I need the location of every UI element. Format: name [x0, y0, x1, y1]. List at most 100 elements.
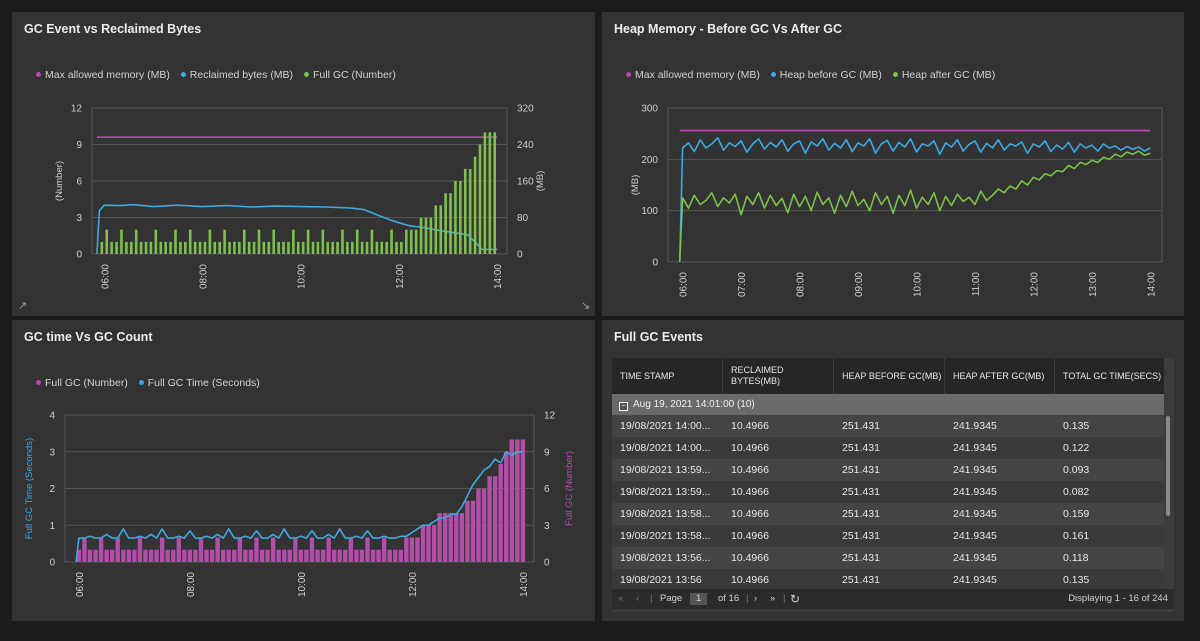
panel-title: GC Event vs Reclaimed Bytes [24, 22, 202, 36]
scrollbar-thumb[interactable] [1166, 416, 1170, 516]
bar [193, 549, 198, 562]
bar [134, 229, 138, 254]
table-row[interactable]: 19/08/2021 13:56 10.4966 251.431 241.9345 0.… [612, 569, 1164, 591]
y2-tick-label: 9 [544, 447, 550, 458]
legend-dot [626, 71, 631, 77]
bar [509, 439, 514, 562]
bar [137, 537, 143, 562]
legend-max-memory[interactable]: Max allowed memory (MB) [36, 69, 170, 81]
bar [213, 241, 217, 254]
bar [346, 241, 349, 254]
bar [454, 181, 457, 254]
column-header-reclaimed[interactable]: RECLAIMED BYTES(MB) [723, 358, 834, 394]
legend-reclaimed-bytes[interactable]: Reclaimed bytes (MB) [180, 69, 293, 81]
cell-timestamp: 19/08/2021 14:00... [620, 420, 711, 432]
bar [276, 549, 281, 562]
bar [337, 549, 342, 562]
x-tick-label: 12:00 [395, 264, 406, 289]
series-line [678, 150, 1151, 263]
cell-gc-time: 0.161 [1063, 530, 1090, 542]
column-header-heap-after[interactable]: HEAP AFTER GC(MB) [945, 358, 1055, 394]
table-row[interactable]: 19/08/2021 13:58... 10.4966 251.431 241.934… [612, 503, 1164, 525]
table-row[interactable]: 19/08/2021 13:59... 10.4966 251.431 241.934… [612, 459, 1164, 481]
x-tick-label: 08:00 [199, 264, 210, 289]
y-axis-label: Full GC Time (Seconds) [24, 438, 35, 539]
page-number-input[interactable]: 1 [690, 593, 708, 605]
x-tick-label: 06:00 [100, 264, 111, 289]
legend-full-gc[interactable]: Full GC (Number) [303, 69, 396, 81]
bar [365, 241, 369, 254]
first-page-icon[interactable]: « [618, 593, 624, 604]
bar [370, 549, 376, 562]
x-tick-label: 12:00 [1029, 272, 1040, 297]
legend-heap-before[interactable]: Heap before GC (MB) [770, 69, 882, 81]
bar [424, 217, 428, 254]
bar [321, 229, 325, 254]
refresh-icon[interactable]: ↻ [790, 592, 801, 606]
cell-heap-before: 251.431 [842, 574, 880, 586]
bar [348, 537, 354, 562]
y-tick-label: 3 [76, 213, 82, 224]
series-line [75, 451, 523, 563]
bar [442, 513, 448, 562]
scrollbar[interactable] [1164, 394, 1174, 612]
bar [365, 537, 370, 562]
table-row[interactable]: 19/08/2021 14:00... 10.4966 251.431 241.934… [612, 437, 1164, 459]
legend-full-gc[interactable]: Full GC (Number) [36, 377, 128, 389]
cell-heap-before: 251.431 [842, 508, 880, 520]
bar [360, 241, 364, 254]
table-row[interactable]: 19/08/2021 13:59... 10.4966 251.431 241.934… [612, 481, 1164, 503]
bar [301, 241, 305, 254]
legend-heap-after[interactable]: Heap after GC (MB) [892, 69, 995, 81]
cell-gc-time: 0.135 [1063, 574, 1090, 586]
last-page-icon[interactable]: » [770, 593, 776, 604]
y-axis-label: (MB) [630, 175, 641, 196]
legend-full-gc-time[interactable]: Full GC Time (Seconds) [138, 377, 260, 389]
chart-legend: Max allowed memory (MB) Heap before GC (… [626, 69, 1003, 81]
shrink-icon[interactable]: ↘ [581, 300, 591, 312]
y-tick-label: 12 [71, 104, 83, 115]
bar [439, 205, 442, 254]
bar [483, 132, 487, 254]
prev-page-icon[interactable]: ‹ [636, 593, 640, 604]
bar [293, 537, 298, 562]
y2-tick-label: 80 [517, 213, 529, 224]
bar [478, 144, 482, 254]
bar [355, 229, 359, 254]
bar [125, 241, 128, 254]
next-page-icon[interactable]: › [754, 593, 758, 604]
column-header-heap-before[interactable]: HEAP BEFORE GC(MB) [834, 358, 945, 394]
cell-gc-time: 0.159 [1063, 508, 1090, 520]
group-row[interactable]: − Aug 19, 2021 14:01:00 (10) [612, 394, 1164, 415]
cell-heap-after: 241.9345 [953, 508, 997, 520]
bar [375, 241, 379, 254]
y-tick-label: 9 [76, 140, 82, 151]
bar [176, 537, 181, 562]
bar [105, 229, 109, 254]
bar [350, 241, 354, 254]
table-row[interactable]: 19/08/2021 13:56... 10.4966 251.431 241.934… [612, 547, 1164, 569]
column-header-gc-time[interactable]: TOTAL GC TIME(SECS) [1063, 370, 1162, 381]
bar [193, 241, 197, 254]
collapse-icon[interactable]: − [619, 402, 628, 411]
bar [282, 241, 285, 254]
table-row[interactable]: 19/08/2021 14:00... 10.4966 251.431 241.934… [612, 415, 1164, 437]
chart-legend: Full GC (Number) Full GC Time (Seconds) [36, 377, 268, 389]
panel-title: GC time Vs GC Count [24, 330, 153, 344]
expand-icon[interactable]: ↗ [18, 300, 28, 312]
cell-gc-time: 0.118 [1063, 552, 1089, 564]
bar [126, 549, 132, 562]
bar [326, 241, 330, 254]
bar [306, 229, 310, 254]
legend-max-memory[interactable]: Max allowed memory (MB) [626, 69, 760, 81]
column-header-timestamp[interactable]: TIME STAMP [612, 358, 723, 394]
bar [316, 241, 320, 254]
legend-dot [36, 379, 41, 385]
table-row[interactable]: 19/08/2021 13:58... 10.4966 251.431 241.934… [612, 525, 1164, 547]
cell-reclaimed: 10.4966 [731, 442, 769, 454]
bar [248, 549, 254, 562]
bar [298, 549, 304, 562]
bar [473, 156, 477, 254]
bar [159, 537, 165, 562]
bar [459, 513, 465, 562]
